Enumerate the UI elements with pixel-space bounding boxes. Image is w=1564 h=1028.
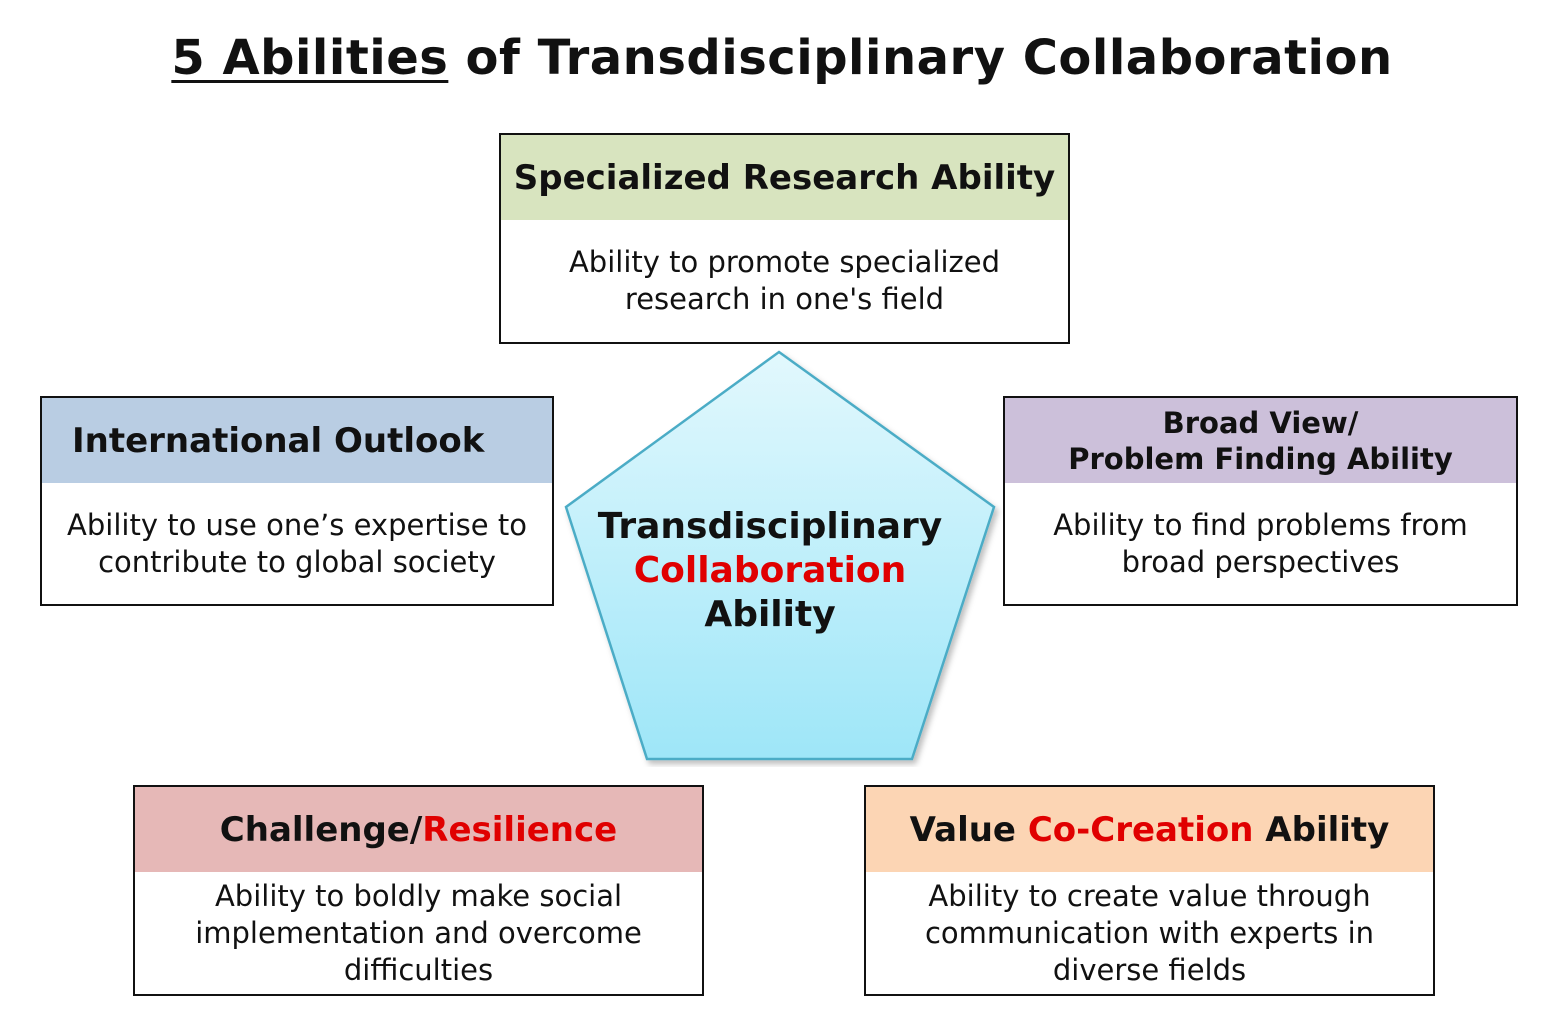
broad-view-description: Ability to find problems from broad pers…: [1053, 507, 1468, 579]
value-cocreation-box: Value Co-Creation Ability Ability to cre…: [864, 785, 1435, 996]
international-outlook-heading: International Outlook: [42, 398, 552, 483]
value-heading-part3: Ability: [1253, 809, 1390, 850]
specialized-research-heading: Specialized Research Ability: [501, 135, 1068, 220]
broad-view-box: Broad View/ Problem Finding Ability Abil…: [1003, 396, 1518, 606]
value-cocreation-heading: Value Co-Creation Ability: [866, 787, 1433, 872]
diagram-title: 5 Abilities of Transdisciplinary Collabo…: [0, 28, 1564, 88]
broad-view-heading-line1: Broad View/: [1162, 405, 1359, 440]
challenge-resilience-description: Ability to boldly make social implementa…: [195, 878, 642, 987]
specialized-research-box: Specialized Research Ability Ability to …: [499, 133, 1070, 344]
center-label-line1: Transdisciplinary: [597, 506, 943, 547]
broad-view-heading-line2: Problem Finding Ability: [1068, 441, 1453, 476]
center-pentagon: [564, 350, 996, 761]
specialized-research-description: Ability to promote specialized research …: [568, 245, 1001, 316]
center-label: Transdisciplinary Collaboration Ability: [560, 505, 980, 637]
title-underlined: 5 Abilities: [171, 30, 449, 86]
challenge-heading-part1: Challenge/: [219, 809, 423, 850]
challenge-resilience-box: Challenge/Resilience Ability to boldly m…: [133, 785, 704, 996]
resilience-heading-part2: Resilience: [422, 809, 618, 850]
title-rest: of Transdisciplinary Collaboration: [448, 30, 1393, 86]
center-label-line3: Ability: [704, 594, 836, 635]
challenge-resilience-heading: Challenge/Resilience: [135, 787, 702, 872]
center-label-line2: Collaboration: [633, 550, 907, 591]
value-heading-part1: Value: [909, 809, 1028, 850]
broad-view-heading: Broad View/ Problem Finding Ability: [1005, 398, 1516, 483]
value-cocreation-description: Ability to create value through communic…: [924, 878, 1375, 987]
international-outlook-box: International Outlook Ability to use one…: [40, 396, 554, 606]
cocreation-heading-part2: Co-Creation: [1027, 809, 1254, 850]
international-outlook-description: Ability to use one’s expertise to contri…: [67, 507, 527, 579]
pentagon-shape: [564, 350, 996, 761]
